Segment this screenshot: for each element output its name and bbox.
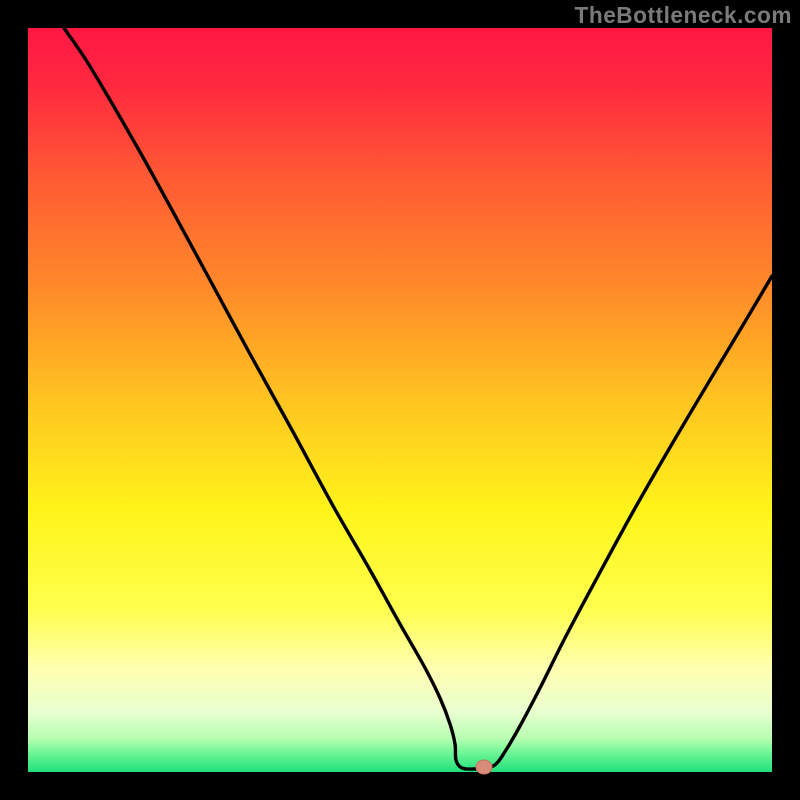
chart-container: TheBottleneck.com bbox=[0, 0, 800, 800]
bottleneck-chart bbox=[0, 0, 800, 800]
watermark-text: TheBottleneck.com bbox=[575, 2, 792, 29]
optimal-point-marker bbox=[476, 760, 492, 774]
gradient-background bbox=[28, 28, 772, 772]
